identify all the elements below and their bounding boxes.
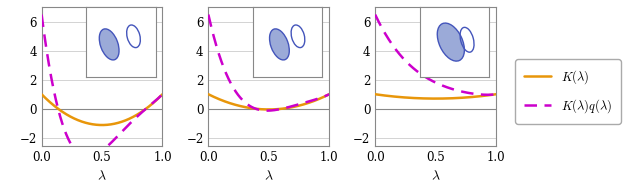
X-axis label: $\lambda$: $\lambda$	[97, 170, 107, 183]
$K(\lambda)$	[59, 111, 67, 113]
$K(\lambda)q(\lambda)$	[276, 108, 284, 110]
$K(\lambda)q(\lambda)$	[159, 93, 166, 95]
Line: $K(\lambda)q(\lambda)$: $K(\lambda)q(\lambda)$	[375, 15, 496, 95]
Line: $K(\lambda)$: $K(\lambda)$	[42, 94, 163, 125]
$K(\lambda)q(\lambda)$	[59, 124, 67, 127]
$K(\lambda)$	[38, 93, 45, 95]
$K(\lambda)$	[463, 96, 470, 99]
$K(\lambda)$	[371, 93, 379, 95]
$K(\lambda)q(\lambda)$	[205, 14, 212, 16]
$K(\lambda)q(\lambda)$	[393, 49, 401, 52]
$K(\lambda)$	[431, 98, 439, 100]
$K(\lambda)q(\lambda)$	[264, 110, 271, 112]
$K(\lambda)$	[69, 117, 77, 119]
Legend: $K(\lambda)$, $K(\lambda)q(\lambda)$: $K(\lambda)$, $K(\lambda)q(\lambda)$	[515, 59, 621, 124]
$K(\lambda)$	[426, 98, 434, 100]
Line: $K(\lambda)$: $K(\lambda)$	[209, 94, 329, 109]
$K(\lambda)$	[98, 124, 106, 126]
$K(\lambda)$	[226, 102, 234, 104]
$K(\lambda)q(\lambda)$	[296, 103, 303, 105]
$K(\lambda)$	[92, 124, 100, 126]
$K(\lambda)q(\lambda)$	[259, 109, 267, 111]
$K(\lambda)$	[236, 105, 243, 107]
$K(\lambda)$	[276, 108, 284, 110]
$K(\lambda)$	[452, 97, 460, 99]
$K(\lambda)q(\lambda)$	[118, 130, 126, 132]
$K(\lambda)q(\lambda)$	[38, 14, 45, 16]
$K(\lambda)q(\lambda)$	[403, 61, 410, 63]
$K(\lambda)$	[129, 116, 136, 118]
$K(\lambda)q(\lambda)$	[442, 86, 450, 88]
$K(\lambda)q(\lambda)$	[325, 93, 333, 95]
$K(\lambda)q(\lambda)$	[93, 153, 100, 156]
$K(\lambda)$	[492, 93, 500, 95]
$K(\lambda)q(\lambda)$	[129, 120, 136, 122]
$K(\lambda)q(\lambda)$	[236, 96, 243, 98]
$K(\lambda)q(\lambda)$	[84, 156, 92, 158]
$K(\lambda)$	[259, 108, 267, 110]
$K(\lambda)$	[325, 93, 333, 95]
$K(\lambda)q(\lambda)$	[285, 106, 293, 108]
$K(\lambda)q(\lambda)$	[226, 80, 234, 82]
$K(\lambda)$	[285, 107, 293, 109]
$K(\lambda)q(\lambda)$	[492, 93, 500, 95]
$K(\lambda)q(\lambda)$	[371, 14, 379, 16]
Line: $K(\lambda)q(\lambda)$: $K(\lambda)q(\lambda)$	[42, 15, 163, 157]
$K(\lambda)$	[159, 93, 166, 95]
$K(\lambda)q(\lambda)$	[452, 89, 460, 91]
$K(\lambda)q(\lambda)$	[426, 79, 434, 81]
$K(\lambda)q(\lambda)$	[462, 91, 470, 94]
$K(\lambda)$	[403, 96, 410, 99]
$K(\lambda)q(\lambda)$	[109, 140, 117, 142]
$K(\lambda)$	[265, 108, 273, 111]
$K(\lambda)$	[296, 104, 303, 107]
$K(\lambda)q(\lambda)$	[484, 94, 492, 96]
$K(\lambda)q(\lambda)$	[69, 146, 77, 148]
$K(\lambda)$	[443, 97, 451, 100]
Line: $K(\lambda)q(\lambda)$: $K(\lambda)q(\lambda)$	[209, 15, 329, 111]
X-axis label: $\lambda$: $\lambda$	[264, 170, 274, 183]
$K(\lambda)$	[109, 123, 117, 125]
$K(\lambda)$	[393, 96, 401, 98]
X-axis label: $\lambda$: $\lambda$	[431, 170, 440, 183]
$K(\lambda)$	[118, 120, 126, 123]
Line: $K(\lambda)$: $K(\lambda)$	[375, 94, 496, 99]
$K(\lambda)$	[205, 93, 212, 95]
